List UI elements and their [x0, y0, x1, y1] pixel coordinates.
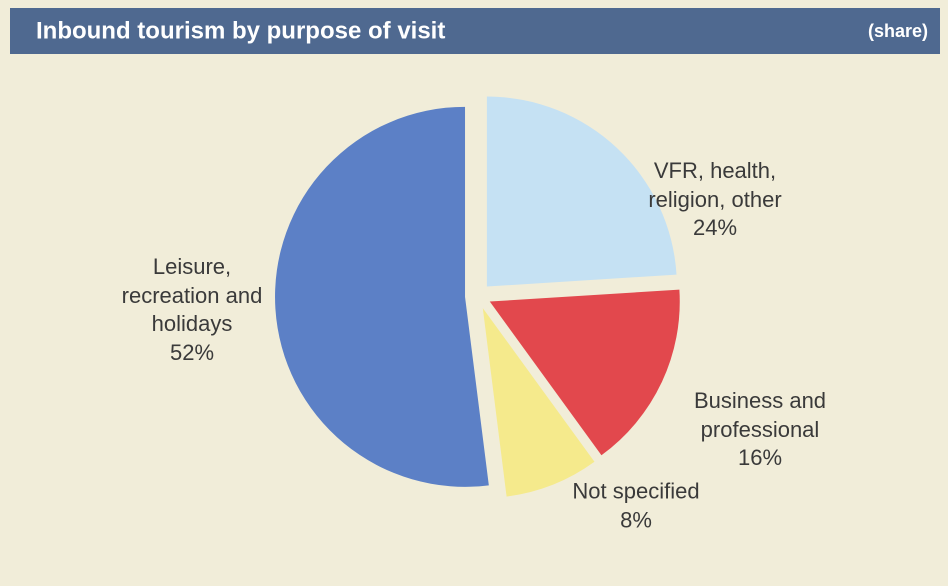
slice-label: Not specified 8% — [572, 477, 699, 534]
slice-label: VFR, health, religion, other 24% — [648, 157, 781, 243]
category-label: Leisure, recreation and holidays — [121, 253, 263, 336]
category-label: Not specified — [572, 478, 700, 504]
slice-label: Leisure, recreation and holidays 52% — [122, 253, 263, 367]
chart-title: Inbound tourism by purpose of visit — [36, 17, 445, 44]
pie-slice — [482, 308, 595, 497]
category-label: VFR, health, religion, other — [648, 158, 782, 212]
pie-slice — [486, 96, 677, 287]
header-bar — [10, 8, 940, 54]
value-label: 16% — [737, 445, 783, 471]
pie-slice — [489, 289, 680, 456]
value-label: 8% — [620, 507, 652, 532]
slice-label: Business and professional 16% — [694, 387, 826, 473]
value-label: 52% — [169, 339, 215, 365]
pie-slice — [275, 106, 489, 487]
category-label: Business and professional — [693, 388, 827, 442]
value-label: 24% — [692, 215, 738, 241]
chart-subtitle: (share) — [868, 21, 928, 41]
